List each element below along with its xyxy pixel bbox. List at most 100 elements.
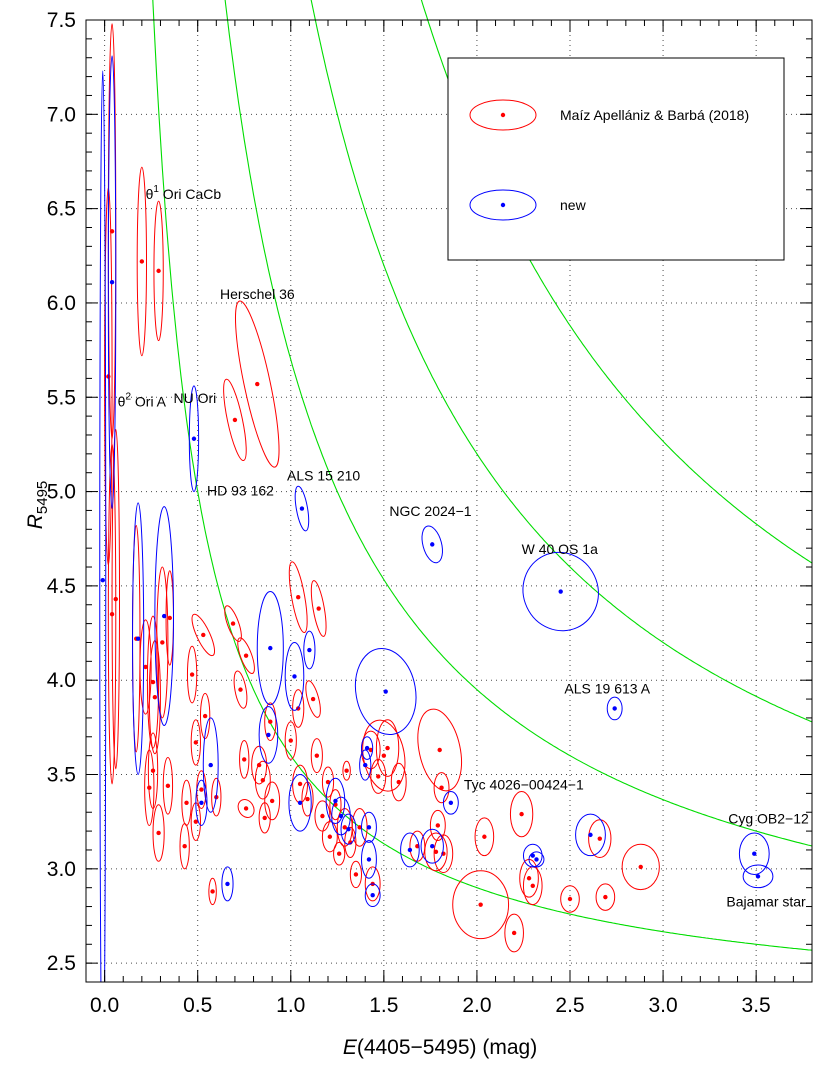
mab-error-ellipse (349, 860, 363, 889)
new-point (366, 825, 372, 830)
y-tick-labels: 2.5 3.0 3.5 4.0 4.5 5.0 5.5 6.0 6.5 7.0 7.5 (47, 9, 76, 975)
mab-point (199, 787, 204, 792)
new-point (297, 800, 303, 806)
star-label: NU Ori (173, 390, 216, 406)
star-label: θ2 Ori A (118, 392, 167, 410)
mab-error-ellipse (179, 823, 190, 870)
mab-error-ellipse (342, 760, 351, 781)
legend-box (447, 57, 785, 261)
mab-error-ellipse (224, 605, 242, 642)
x-tick-label: 3.5 (742, 994, 771, 1017)
mab-point (376, 774, 381, 779)
mab-error-ellipse (321, 821, 338, 853)
mab-point (210, 889, 215, 894)
star-label-sup: 1 (153, 184, 159, 195)
legend-new-dot (500, 202, 506, 208)
star-label-text: θ (118, 394, 126, 410)
mab-error-ellipse (474, 817, 495, 857)
mab-error-ellipse (429, 809, 446, 842)
mab-point (143, 664, 148, 670)
star-label: Tyc 4026−00424−1 (464, 777, 584, 793)
mab-error-ellipse (254, 760, 271, 800)
mab-error-ellipse (433, 772, 450, 804)
new-point (109, 279, 115, 285)
new-point (191, 436, 197, 441)
mab-point (357, 825, 362, 830)
mab-point (482, 834, 487, 839)
mab-point (243, 806, 249, 811)
star-label: Herschel 36 (220, 286, 295, 302)
mab-error-ellipse (191, 613, 216, 657)
x-tick-label: 2.0 (462, 994, 491, 1017)
mab-point (297, 781, 303, 787)
mab-error-ellipse (190, 719, 201, 766)
x-axis-title-italic: E (343, 1036, 358, 1059)
green-curve (152, 0, 813, 951)
mab-point (638, 864, 643, 870)
mab-error-ellipse (111, 428, 121, 770)
mab-point (530, 883, 535, 888)
new-point (530, 853, 535, 858)
y-axis-title-italic: R (24, 514, 47, 529)
star-label-text: Tyc 4026−00424−1 (464, 777, 584, 793)
mab-error-ellipse (509, 790, 534, 838)
mab-error-ellipse (258, 802, 271, 834)
legend-new-label: new (560, 197, 587, 213)
star-label-tail: Ori A (131, 394, 167, 410)
star-label: ALS 15 210 (287, 467, 360, 483)
new-error-ellipse (107, 55, 117, 510)
mab-error-ellipse (424, 832, 448, 872)
mab-error-ellipse (199, 692, 211, 740)
mab-error-ellipse (595, 883, 616, 911)
x-tick-label: 2.5 (555, 994, 584, 1017)
green-curve (310, 0, 813, 723)
mab-point (368, 747, 374, 753)
mab-point (526, 876, 532, 881)
new-error-ellipse (303, 630, 316, 670)
mab-point (437, 747, 442, 753)
legend-new-ellipse (469, 189, 537, 221)
new-error-ellipse (606, 696, 623, 721)
x-tick-label: 1.0 (276, 994, 305, 1017)
x-tick-label: 0.0 (90, 994, 119, 1017)
mab-point (150, 679, 156, 685)
annotations: θ1 Ori CaCb θ2 Ori A Herschel 36 NU Ori HD 9… (118, 184, 809, 909)
mab-error-ellipse (233, 670, 248, 709)
mab-point (189, 672, 195, 677)
star-label-text: ALS 19 613 A (564, 680, 650, 696)
mab-point (230, 621, 236, 626)
new-error-ellipse (742, 864, 774, 889)
new-point (338, 813, 344, 819)
new-error-ellipse (288, 774, 312, 832)
new-error-ellipse (528, 851, 545, 868)
mab-error-ellipse (621, 843, 660, 891)
x-axis-title: E(4405−5495) (mag) (343, 1036, 537, 1059)
star-label: θ1 Ori CaCb (146, 184, 222, 202)
new-error-ellipse (195, 779, 208, 826)
star-label-text: NU Ori (173, 390, 216, 406)
new-error-ellipse (340, 813, 357, 845)
star-label-text: ALS 15 210 (287, 467, 360, 483)
green-curve (224, 0, 813, 847)
mab-point (296, 595, 301, 600)
mab-error-ellipse (560, 885, 580, 913)
new-error-ellipse (354, 647, 417, 736)
new-error-ellipse (364, 883, 381, 908)
mab-point (193, 819, 199, 824)
star-label: HD 93 162 (207, 482, 274, 498)
y-tick-label: 5.0 (47, 481, 76, 504)
y-tick-label: 7.5 (47, 9, 76, 32)
mab-point (182, 843, 187, 849)
new-error-ellipse (258, 706, 279, 764)
mab-error-ellipse (362, 719, 406, 792)
mab-error-ellipse (284, 721, 297, 760)
mab-point (139, 259, 145, 264)
mab-error-ellipse (452, 870, 510, 940)
new-point (135, 636, 141, 641)
mab-error-ellipse (310, 580, 327, 637)
y-tick-label: 4.0 (47, 669, 76, 692)
x-axis-title-rest: (4405−5495) (mag) (357, 1036, 537, 1059)
y-tick-label: 7.0 (47, 103, 76, 126)
mab-point (232, 417, 238, 423)
new-error-ellipse (421, 525, 443, 564)
